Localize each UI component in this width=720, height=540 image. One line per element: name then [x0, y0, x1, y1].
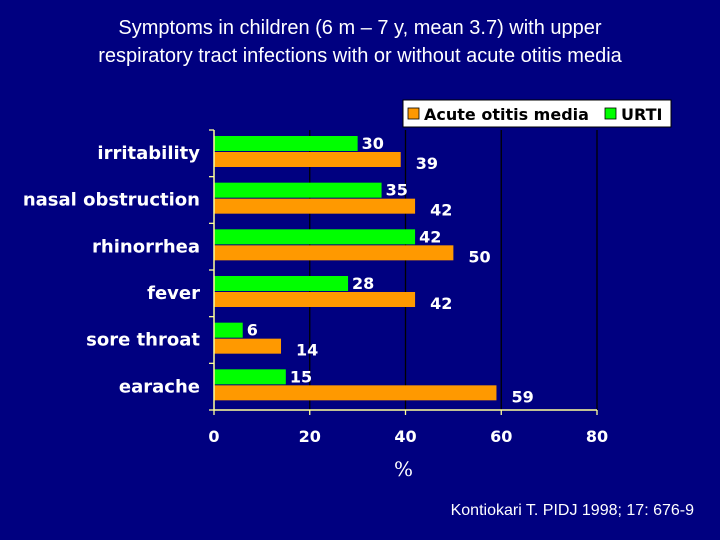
bar-urti-fever [214, 276, 349, 291]
citation: Kontiokari T. PIDJ 1998; 17: 676-9 [450, 502, 694, 519]
category-label-irritability: irritability [97, 143, 200, 164]
value-label-aom-nasal-obstruction: 42 [430, 201, 452, 220]
value-label-urti-fever: 28 [352, 274, 374, 293]
title-line-1: Symptoms in children (6 m – 7 y, mean 3.… [118, 17, 602, 39]
bar-aom-fever [214, 292, 416, 307]
category-label-earache: earache [119, 376, 200, 397]
bar-urti-rhinorrhea [214, 229, 416, 245]
bar-urti-nasal-obstruction [214, 182, 382, 198]
value-label-aom-earache: 59 [511, 387, 533, 406]
value-label-aom-irritability: 39 [416, 154, 438, 173]
x-tick-label-40: 40 [394, 427, 416, 446]
bar-aom-irritability [214, 152, 401, 167]
value-label-urti-irritability: 30 [362, 134, 384, 153]
bar-urti-earache [214, 369, 286, 385]
bar-aom-earache [214, 385, 497, 401]
chart-legend: Acute otitis media URTI [402, 99, 672, 128]
slide-title: Symptoms in children (6 m – 7 y, mean 3.… [0, 14, 720, 70]
category-label-rhinorrhea: rhinorrhea [92, 236, 200, 257]
value-label-urti-sore-throat: 6 [247, 321, 258, 340]
bar-urti-irritability [214, 136, 358, 151]
value-label-aom-sore-throat: 14 [296, 341, 318, 360]
value-label-aom-fever: 42 [430, 294, 452, 313]
title-line-2: respiratory tract infections with or wit… [98, 45, 622, 67]
x-tick-label-80: 80 [586, 427, 608, 446]
legend-swatch-urti [604, 107, 617, 120]
value-label-urti-rhinorrhea: 42 [419, 227, 441, 246]
legend-label-urti: URTI [621, 105, 662, 124]
legend-label-acute-otitis-media: Acute otitis media [424, 105, 589, 124]
category-label-sore-throat: sore throat [86, 330, 200, 351]
bar-urti-sore-throat [214, 322, 243, 338]
x-tick-label-0: 0 [208, 427, 219, 446]
bar-aom-rhinorrhea [214, 245, 454, 261]
value-label-aom-rhinorrhea: 50 [468, 247, 490, 266]
legend-swatch-acute-otitis-media [407, 107, 420, 120]
category-label-nasal-obstruction: nasal obstruction [23, 190, 200, 211]
value-label-urti-earache: 15 [290, 367, 312, 386]
x-tick-label-60: 60 [490, 427, 512, 446]
x-tick-label-20: 20 [299, 427, 321, 446]
x-axis-label: % [394, 457, 413, 481]
value-label-urti-nasal-obstruction: 35 [386, 181, 408, 200]
category-label-fever: fever [147, 283, 200, 304]
legend-box [402, 99, 672, 128]
bar-aom-sore-throat [214, 338, 282, 354]
bar-aom-nasal-obstruction [214, 198, 416, 214]
